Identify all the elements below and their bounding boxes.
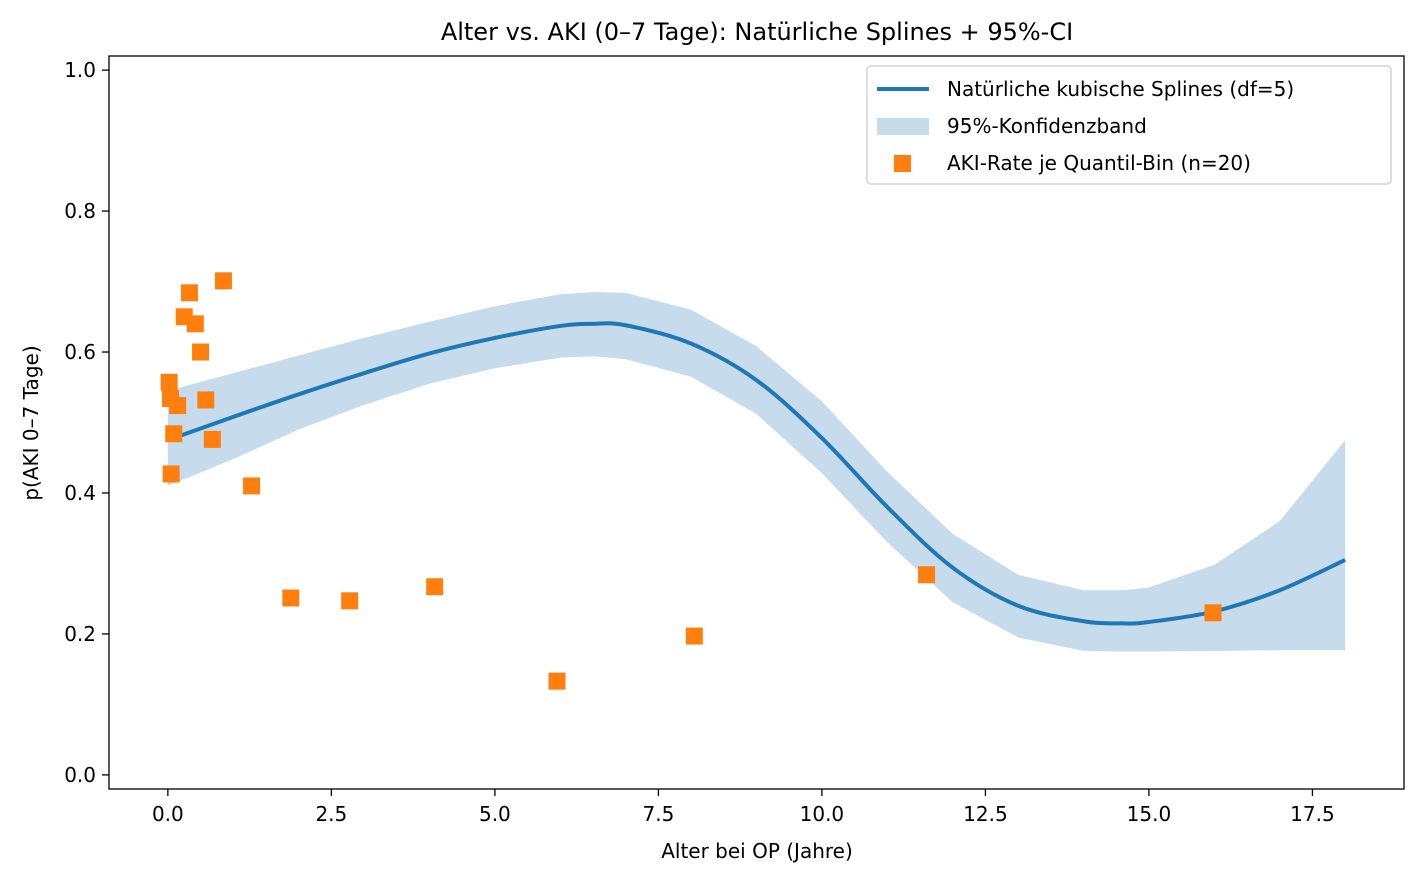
data-point (214, 272, 232, 290)
legend-point-swatch (894, 155, 911, 172)
data-point (341, 592, 359, 610)
data-point (165, 425, 183, 443)
x-tick-label: 10.0 (800, 802, 845, 826)
x-tick-label: 17.5 (1290, 802, 1335, 826)
plot-frame (108, 55, 1405, 790)
data-point (203, 430, 221, 448)
plot-area (160, 272, 1346, 690)
data-point (180, 284, 198, 302)
data-point (186, 315, 204, 333)
data-point (192, 343, 210, 361)
chart-title: Alter vs. AKI (0–7 Tage): Natürliche Spl… (441, 18, 1073, 46)
y-axis-label: p(AKI 0–7 Tage) (19, 345, 43, 500)
y-tick-label: 0.2 (64, 622, 96, 646)
data-point (162, 465, 180, 483)
data-point (426, 578, 444, 596)
y-tick-label: 0.0 (64, 763, 96, 787)
x-tick-label: 5.0 (479, 802, 511, 826)
data-points (160, 272, 1222, 690)
data-point (918, 566, 936, 584)
legend-band-label: 95%-Konfidenzband (947, 114, 1147, 138)
data-point (282, 589, 300, 607)
x-tick-label: 0.0 (152, 802, 184, 826)
x-tick-label: 2.5 (315, 802, 347, 826)
x-tick-label: 12.5 (963, 802, 1008, 826)
legend-spline-label: Natürliche kubische Splines (df=5) (947, 77, 1294, 101)
legend-points-label: AKI-Rate je Quantil-Bin (n=20) (947, 151, 1251, 175)
data-point (548, 672, 566, 690)
data-point (160, 373, 178, 391)
data-point (169, 397, 187, 415)
x-axis: 0.0 2.5 5.0 7.5 10.0 12.5 15.0 17.5 (152, 789, 1335, 826)
spline-line (167, 321, 1346, 626)
y-tick-label: 0.4 (64, 481, 96, 505)
y-axis: 0.0 0.2 0.4 0.6 0.8 1.0 (64, 58, 109, 787)
confidence-band (167, 292, 1346, 652)
legend: Natürliche kubische Splines (df=5) 95%-K… (866, 65, 1392, 185)
data-point (243, 477, 261, 495)
x-tick-label: 15.0 (1127, 802, 1172, 826)
x-axis-label: Alter bei OP (Jahre) (661, 839, 853, 863)
legend-box (866, 65, 1392, 185)
y-tick-label: 0.6 (64, 340, 96, 364)
data-point (685, 627, 703, 645)
y-tick-label: 1.0 (64, 58, 96, 82)
y-tick-label: 0.8 (64, 199, 96, 223)
data-point (197, 391, 215, 409)
x-tick-label: 7.5 (642, 802, 674, 826)
legend-band-swatch (877, 118, 929, 135)
data-point (1204, 604, 1222, 622)
